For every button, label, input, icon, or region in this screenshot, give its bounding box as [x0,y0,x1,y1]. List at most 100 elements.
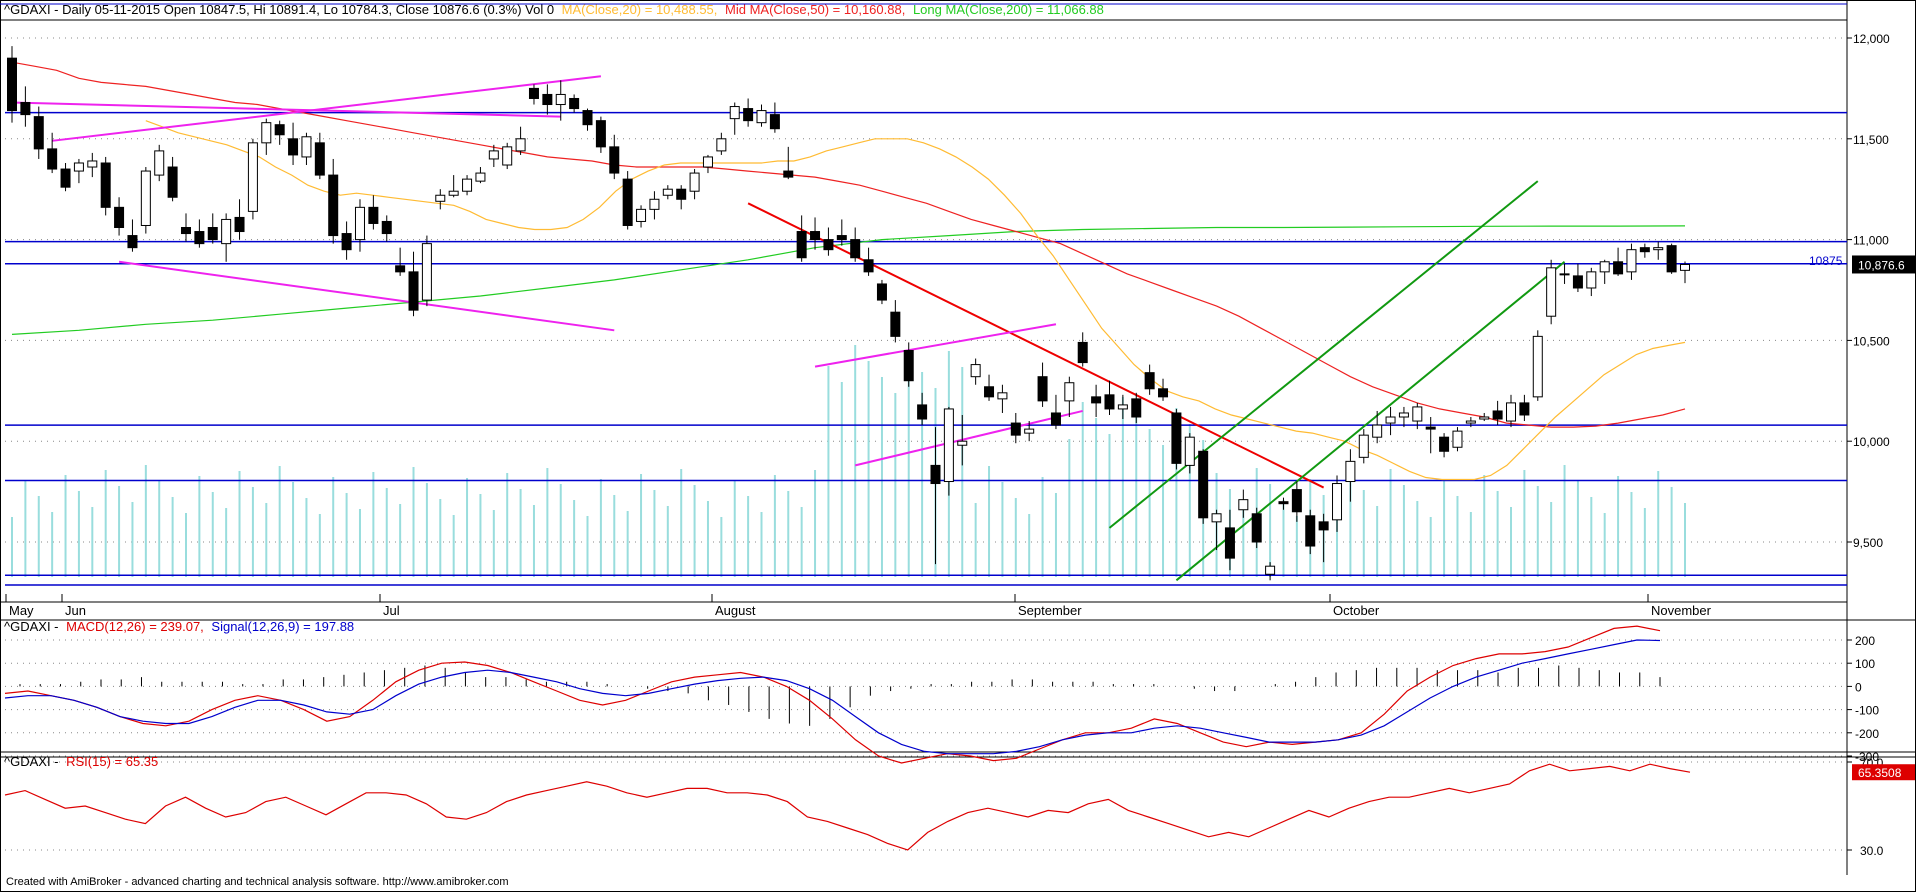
trendline-red [747,202,1325,489]
candle-body [1372,424,1383,438]
candle-body [488,150,499,160]
month-label: Jul [383,603,400,618]
rsi-last-tag [1852,764,1915,781]
candle-body [1117,404,1128,410]
candle [1345,449,1356,502]
candle-body [582,110,593,126]
candle [167,156,178,202]
macd-tick-label: 100 [1855,657,1875,671]
candle [1091,384,1102,418]
candle-body [716,138,727,152]
candle-body [502,146,513,166]
candle [957,414,968,466]
candle-body [743,108,754,122]
candle [890,300,901,343]
candle-body [1452,430,1463,448]
trendline-magenta [52,75,602,142]
candle-body [783,170,794,178]
candle-body [957,440,968,446]
candle-body [729,106,740,120]
candle-body [1010,422,1021,436]
candle [314,132,325,180]
candle [850,227,861,262]
candle [1050,394,1061,430]
candle-body [1224,527,1235,559]
candle-body [796,231,807,259]
candle-body [542,93,553,106]
candle [1385,406,1396,436]
footer-credit: Created with AmiBroker - advanced charti… [6,876,509,888]
candle [127,219,138,252]
candle [943,406,954,496]
candle-body [100,162,111,208]
macd-tick-label: 200 [1855,634,1875,648]
candle [354,199,365,252]
candle [1532,330,1543,401]
candle [1586,267,1597,297]
header-ma200: Long MA(Close,200) = 11,066.88 [913,2,1104,17]
candle [1412,402,1423,430]
candle-body [1131,398,1142,418]
candle [783,146,794,180]
candle [743,98,754,127]
candle [1238,489,1249,518]
candle [1398,406,1409,428]
candle [997,384,1008,413]
candle-body [863,259,874,273]
candle [970,358,981,385]
candle-body [984,386,995,398]
candle [636,205,647,228]
candle-body [1519,402,1530,416]
candle-body [1158,388,1169,398]
candle [1680,261,1690,284]
candle-body [140,170,151,226]
candle [595,116,606,153]
candle-body [769,114,780,130]
candle-body [609,146,620,174]
candle [1265,562,1276,581]
price-tick-label: 12,000 [1853,32,1890,46]
signal-line [4,639,1661,755]
candle [1278,497,1289,510]
trendline-magenta [854,409,1083,467]
candle-body [1037,376,1048,402]
candle-body [756,110,767,124]
grid-lines [5,37,1847,851]
candle [796,215,807,262]
candle-body [381,220,392,235]
candle [823,227,834,256]
month-axis: May Jun Jul August September October November [5,594,1712,618]
candle-body [301,136,312,158]
candle [903,342,914,387]
candle-body [997,392,1008,400]
candle-body [1091,396,1102,404]
candle [1171,408,1182,470]
candle [1077,332,1088,367]
candle [769,102,780,133]
candle [421,235,432,307]
candle [1064,376,1075,418]
candle [716,132,727,155]
candle [649,191,660,220]
candle [1104,380,1115,415]
candle [1613,247,1624,276]
candle [609,134,620,180]
candle-body [1639,247,1650,253]
price-tick-label: 11,000 [1853,234,1889,248]
candle [1425,417,1436,454]
svg-text:^GDAXI - Daily 05-11-2015 Open: ^GDAXI - Daily 05-11-2015 Open 10847.5, … [4,2,1104,17]
rsi-tick-label: 30.0 [1860,844,1884,858]
candle-body [595,120,606,148]
candle-body [7,57,17,112]
candle [1117,394,1128,420]
candle-body [1064,382,1075,402]
candle [33,106,44,159]
candle [274,120,285,145]
candle-body [689,172,700,192]
candle [1305,509,1316,555]
candle [1224,509,1235,571]
last-price-label: 10,876.6 [1858,258,1905,272]
candle [1198,449,1209,524]
candle-body [20,102,31,116]
